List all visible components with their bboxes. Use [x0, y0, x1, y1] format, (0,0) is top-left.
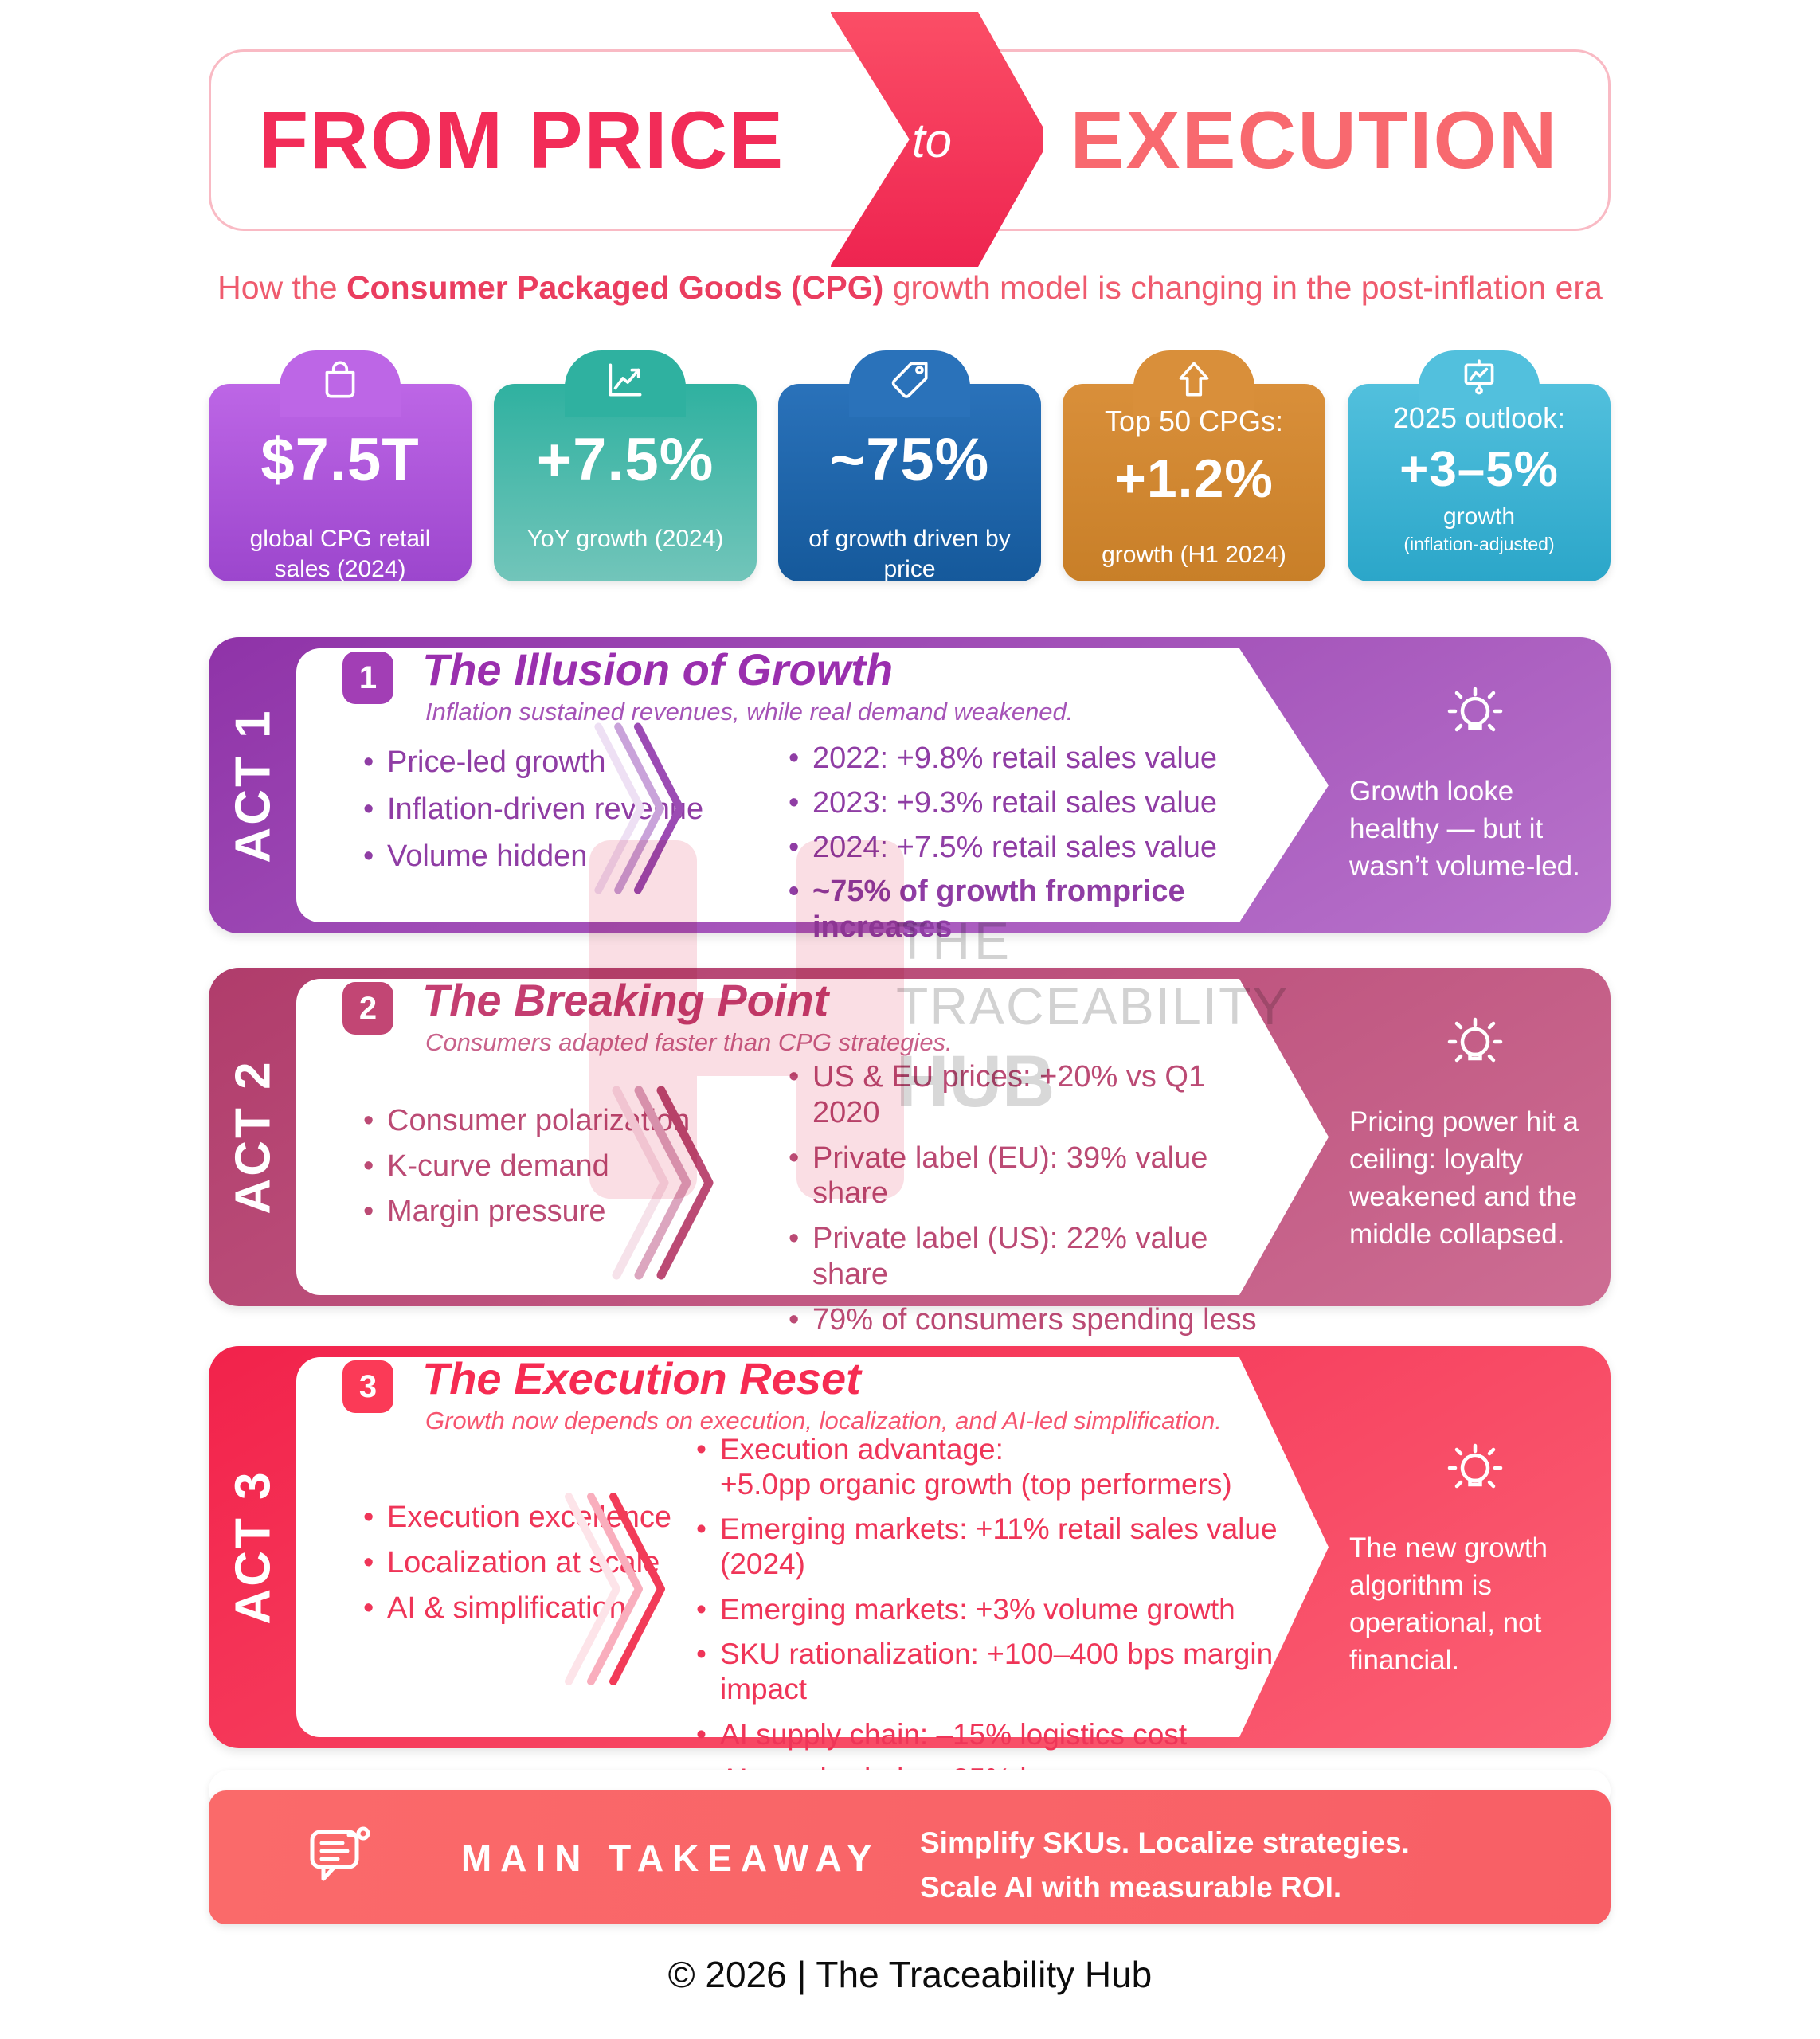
subtitle-suffix: growth model is changing in the post-inf… [883, 269, 1603, 306]
takeaway-line: Simplify SKUs. Localize strategies. [920, 1826, 1410, 1859]
list-item: K-curve demand [360, 1149, 806, 1184]
header-title-right: EXECUTION [1070, 95, 1559, 186]
subtitle-prefix: How the [217, 269, 346, 306]
header-title-left: FROM PRICE [258, 95, 785, 186]
list-item: Margin pressure [360, 1194, 806, 1230]
card-bump [565, 350, 686, 417]
list-item: SKU rationalization: +100–400 bps margin… [693, 1637, 1298, 1706]
list-item: Consumer polarization [360, 1103, 806, 1139]
stat-label: growth (H1 2024) [1102, 542, 1286, 568]
shopping-bag-icon [325, 361, 355, 398]
lightbulb-icon [1447, 1443, 1503, 1489]
act1-tag: ACT 1 [209, 637, 298, 933]
copyright-footer: © 2026 | The Traceability Hub [667, 1954, 1153, 1995]
chevron-right-icon [565, 1493, 665, 1685]
act1-title: The Illusion of Growth [422, 644, 894, 695]
stat-value: +1.2% [1114, 448, 1274, 509]
act1-number-badge: 1 [342, 652, 393, 704]
speech-bubble-icon [310, 1826, 370, 1881]
presentation-icon [1464, 359, 1494, 395]
stat-label: of growth driven by price [808, 526, 1011, 583]
stat-value: ~75% [829, 426, 990, 494]
act1-insight-text: Growth looke healthy — but it wasn’t vol… [1349, 776, 1580, 882]
list-item: AI & simplification [360, 1591, 806, 1626]
subtitle-bold: Consumer Packaged Goods (CPG) [346, 269, 884, 306]
lightbulb-icon [1447, 687, 1503, 732]
act3-tag: ACT 3 [209, 1346, 298, 1748]
stat-value: +7.5% [536, 426, 714, 494]
act3-number-badge: 3 [342, 1360, 393, 1413]
act2-band: ACT 2 2 The Breaking Point Consumers ada… [209, 968, 1611, 1418]
act3-band: ACT 3 3 The Execution Reset Growth now d… [209, 1346, 1611, 1830]
stat-pre-label: Top 50 CPGs: [1104, 405, 1284, 437]
act1-subtitle: Inflation sustained revenues, while real… [425, 698, 1074, 726]
arrow-right-icon [831, 12, 1043, 267]
stat-value: $7.5T [260, 426, 420, 494]
stat-card-global-sales: $7.5T global CPG retail sales (2024) [209, 350, 472, 582]
stat-pre-label: 2025 outlook: [1392, 401, 1566, 434]
bullet-line: +5.0pp organic growth (top performers) [720, 1467, 1232, 1501]
card-bump [1133, 350, 1254, 417]
act2-tag-label: ACT 2 [225, 1059, 281, 1215]
list-item: Private label (US): 22% value share [785, 1221, 1279, 1293]
act3-insight-panel: The new growth algorithm is operational,… [1340, 1438, 1611, 1680]
growth-chart-icon [609, 363, 642, 397]
takeaway-label: MAIN TAKEAWAY [460, 1837, 881, 1879]
act2-title: The Breaking Point [422, 975, 829, 1025]
takeaway-banner: MAIN TAKEAWAY Simplify SKUs. Localize st… [209, 1790, 1611, 1924]
list-item: 2022: +9.8% retail sales value [785, 741, 1263, 777]
takeaway-line: Scale AI with measurable ROI. [920, 1870, 1342, 1904]
stat-label: YoY growth (2024) [526, 526, 724, 552]
header-subtitle: How the Consumer Packaged Goods (CPG) gr… [0, 269, 1820, 307]
act1-right-bullets: 2022: +9.8% retail sales value 2023: +9.… [785, 741, 1263, 954]
stat-label: growth [1442, 503, 1516, 530]
stat-label: global CPG retail sales (2024) [249, 526, 431, 583]
act2-insight-panel: Pricing power hit a ceiling: loyalty wea… [1340, 1012, 1611, 1254]
list-item: Emerging markets: +11% retail sales valu… [693, 1512, 1298, 1581]
act3-title: The Execution Reset [422, 1353, 861, 1403]
act3-insight-text: The new growth algorithm is operational,… [1349, 1532, 1548, 1676]
act1-tag-label: ACT 1 [225, 707, 281, 863]
act3-tag-label: ACT 3 [225, 1470, 281, 1625]
stat-card-price-driven: ~75% of growth driven by price [778, 350, 1041, 582]
takeaway-text: Simplify SKUs. Localize strategies. Scal… [920, 1821, 1410, 1909]
arrow-up-icon [1179, 362, 1209, 397]
bullet-line: Execution advantage: [720, 1433, 1004, 1466]
list-item: AI supply chain: –15% logistics cost [693, 1717, 1298, 1752]
price-tag-icon [891, 362, 928, 398]
stat-value: +3–5% [1399, 442, 1559, 497]
list-item: Volume hidden [360, 839, 806, 875]
list-item: 2023: +9.3% retail sales value [785, 785, 1263, 821]
chevron-right-icon [594, 722, 684, 894]
act2-tag: ACT 2 [209, 968, 298, 1306]
act2-subtitle: Consumers adapted faster than CPG strate… [425, 1028, 953, 1056]
list-item: Price-led growth [360, 745, 806, 781]
act3-subtitle: Growth now depends on execution, localiz… [425, 1407, 1223, 1434]
stat-sub-label: (inflation-adjusted) [1403, 534, 1555, 554]
act1-band: ACT 1 1 The Illusion of Growth Inflation… [209, 637, 1611, 944]
card-bump [849, 350, 970, 417]
list-item: Execution advantage:+5.0pp organic growt… [693, 1432, 1298, 1501]
list-item: Emerging markets: +3% volume growth [693, 1592, 1298, 1627]
act1-insight-panel: Growth looke healthy — but it wasn’t vol… [1340, 681, 1611, 886]
list-item: Localization at scale [360, 1545, 806, 1581]
act2-number-badge: 2 [342, 982, 393, 1035]
list-item: US & EU prices: +20% vs Q1 2020 [785, 1059, 1279, 1131]
list-item: Private label (EU): 39% value share [785, 1141, 1279, 1212]
header-connector: to [911, 114, 953, 167]
chevron-right-icon [612, 1086, 714, 1280]
act3-left-bullets: Execution excellence Localization at sca… [360, 1500, 806, 1635]
stat-card-2025-outlook: 2025 outlook: +3–5% growth (inflation-ad… [1348, 350, 1611, 581]
list-item: 79% of consumers spending less [785, 1302, 1279, 1338]
list-item: 2024: +7.5% retail sales value [785, 830, 1263, 866]
act2-insight-text: Pricing power hit a ceiling: loyalty wea… [1349, 1106, 1579, 1250]
stat-card-top50: Top 50 CPGs: +1.2% growth (H1 2024) [1063, 350, 1325, 581]
stat-card-yoy-growth: +7.5% YoY growth (2024) [494, 350, 757, 581]
list-item: ~75% of growth fromprice increases [785, 874, 1263, 945]
act2-left-bullets: Consumer polarization K-curve demand Mar… [360, 1103, 806, 1239]
lightbulb-icon [1447, 1017, 1503, 1063]
